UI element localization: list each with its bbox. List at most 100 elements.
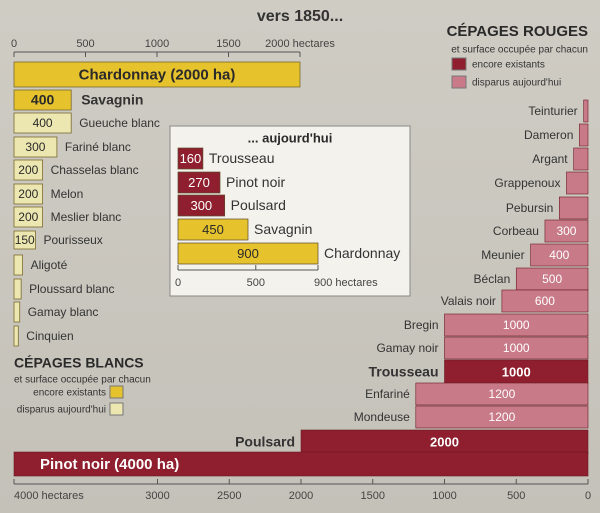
red-legend-swatch-existing xyxy=(451,57,467,71)
white-legend-swatch-existing xyxy=(109,385,124,399)
inset-axis-tick-label: 500 xyxy=(247,277,265,289)
inset-bar-trousseau xyxy=(177,147,204,170)
red-grape-name-enfarine: Enfariné xyxy=(365,387,410,401)
inset-grape-name-chardonnay: Chardonnay xyxy=(324,245,400,261)
red-grape-name-beclan: Béclan xyxy=(474,272,511,286)
white-grape-name-gamay-blanc: Gamay blanc xyxy=(28,305,99,319)
red-axis-tick-label: 3000 xyxy=(145,490,169,502)
white-grape-name-gueuche-blanc: Gueuche blanc xyxy=(79,116,160,130)
white-bar-cinquien xyxy=(13,325,19,347)
red-grape-name-dameron: Dameron xyxy=(524,128,573,142)
white-bar-chardonnay xyxy=(13,61,301,88)
inset-bar-value-pinot-noir: 270 xyxy=(188,175,210,190)
red-legend-label-existing: encore existants xyxy=(472,60,545,71)
red-bar-value-beclan: 500 xyxy=(542,272,562,286)
red-legend-subtitle: et surface occupée par chacun xyxy=(451,45,588,56)
red-bar-meunier xyxy=(530,243,589,267)
red-bar-gamay-noir xyxy=(444,336,589,360)
inset-bar-poulsard xyxy=(177,194,226,217)
white-bar-value-melon: 200 xyxy=(18,187,38,201)
chart-title: vers 1850... xyxy=(256,8,344,25)
red-bar-pebursin xyxy=(558,196,589,220)
red-axis-tick-label: 2500 xyxy=(217,490,241,502)
white-legend-label-disappeared: disparus aujourd'hui xyxy=(17,405,106,416)
white-legend-title: CÉPAGES BLANCS xyxy=(14,355,144,371)
red-bar-teinturier xyxy=(583,99,589,123)
white-grape-name-melon: Melon xyxy=(51,187,84,201)
red-bar-label-pinot-noir: Pinot noir (4000 ha) xyxy=(40,456,179,473)
red-legend-swatch-disappeared xyxy=(451,75,467,89)
inset-bar-pinot-noir xyxy=(177,171,221,194)
red-grape-name-bregin: Bregin xyxy=(404,318,439,332)
white-axis-tick-label: 1500 xyxy=(216,38,240,50)
white-grape-name-savagnin: Savagnin xyxy=(81,92,143,108)
red-bar-value-enfarine: 1200 xyxy=(489,387,516,401)
inset-grape-name-poulsard: Poulsard xyxy=(231,197,286,213)
red-axis-tick-label: 0 xyxy=(585,490,591,502)
white-bar-meslier-blanc xyxy=(13,206,44,228)
white-bar-label-chardonnay: Chardonnay (2000 ha) xyxy=(79,66,236,83)
red-axis-tick-label: 1500 xyxy=(361,490,385,502)
white-bar-pourisseux xyxy=(13,230,36,250)
white-axis-tick-label: 0 xyxy=(11,38,17,50)
red-bar-bregin xyxy=(444,313,589,337)
inset-grape-name-savagnin: Savagnin xyxy=(254,221,312,237)
red-grape-name-mondeuse: Mondeuse xyxy=(354,410,410,424)
red-bar-grappenoux xyxy=(566,171,589,195)
red-grape-name-grappenoux: Grappenoux xyxy=(494,176,560,190)
red-bar-value-poulsard: 2000 xyxy=(430,434,459,449)
white-legend-subtitle: et surface occupée par chacun xyxy=(14,375,151,386)
red-bar-value-corbeau: 300 xyxy=(556,224,576,238)
inset-bar-chardonnay xyxy=(177,242,319,265)
red-grape-name-poulsard: Poulsard xyxy=(235,434,295,450)
red-grape-name-trousseau: Trousseau xyxy=(368,364,438,380)
red-grape-name-gamay-noir: Gamay noir xyxy=(376,341,438,355)
red-bar-pinot-noir xyxy=(13,451,589,477)
white-axis-tick-label: 1000 xyxy=(145,38,169,50)
inset-grape-name-pinot-noir: Pinot noir xyxy=(226,174,285,190)
white-grape-name-farine-blanc: Fariné blanc xyxy=(65,140,131,154)
red-axis-tick-label: 500 xyxy=(507,490,525,502)
red-bar-corbeau xyxy=(544,219,589,243)
inset-bar-value-trousseau: 160 xyxy=(180,151,202,166)
white-bar-gueuche-blanc xyxy=(13,112,72,134)
inset-bar-value-savagnin: 450 xyxy=(202,222,224,237)
white-grape-name-pourisseux: Pourisseux xyxy=(43,233,102,247)
white-legend-label-existing: encore existants xyxy=(33,388,106,399)
white-grape-name-aligote: Aligoté xyxy=(31,258,68,272)
red-grape-name-pebursin: Pebursin xyxy=(506,201,553,215)
red-legend-label-disappeared: disparus aujourd'hui xyxy=(472,78,561,89)
red-bar-value-valais-noir: 600 xyxy=(535,294,555,308)
red-bar-value-mondeuse: 1200 xyxy=(489,410,516,424)
red-bar-value-meunier: 400 xyxy=(549,248,569,262)
white-bar-melon xyxy=(13,183,44,205)
white-bar-aligote xyxy=(13,254,23,276)
white-bar-value-savagnin: 400 xyxy=(31,92,55,108)
red-bar-poulsard xyxy=(300,429,589,455)
inset-bar-value-poulsard: 300 xyxy=(190,198,212,213)
white-grape-name-ploussard-blanc: Ploussard blanc xyxy=(29,282,114,296)
white-bar-gamay-blanc xyxy=(13,301,21,323)
red-bar-value-bregin: 1000 xyxy=(503,318,530,332)
red-bar-valais-noir xyxy=(501,289,589,313)
red-axis-tick-label: 4000 hectares xyxy=(14,490,84,502)
white-grape-name-cinquien: Cinquien xyxy=(26,329,73,343)
red-grape-name-corbeau: Corbeau xyxy=(493,224,539,238)
red-axis-tick-label: 1000 xyxy=(432,490,456,502)
white-bar-value-pourisseux: 150 xyxy=(15,233,35,247)
white-legend-swatch-disappeared xyxy=(109,402,124,416)
red-bar-trousseau xyxy=(444,359,589,385)
red-grape-name-argant: Argant xyxy=(532,152,568,166)
red-bar-dameron xyxy=(579,123,589,147)
white-bar-savagnin xyxy=(13,89,72,111)
white-grape-name-chasselas-blanc: Chasselas blanc xyxy=(51,163,139,177)
white-bar-chasselas-blanc xyxy=(13,159,44,181)
red-legend-title: CÉPAGES ROUGES xyxy=(447,23,588,40)
white-bar-value-farine-blanc: 300 xyxy=(25,140,45,154)
white-axis-tick-label: 2000 hectares xyxy=(265,38,335,50)
white-bar-value-meslier-blanc: 200 xyxy=(18,210,38,224)
red-bar-enfarine xyxy=(415,382,589,406)
inset-grape-name-trousseau: Trousseau xyxy=(209,150,275,166)
white-bar-value-gueuche-blanc: 400 xyxy=(33,116,53,130)
